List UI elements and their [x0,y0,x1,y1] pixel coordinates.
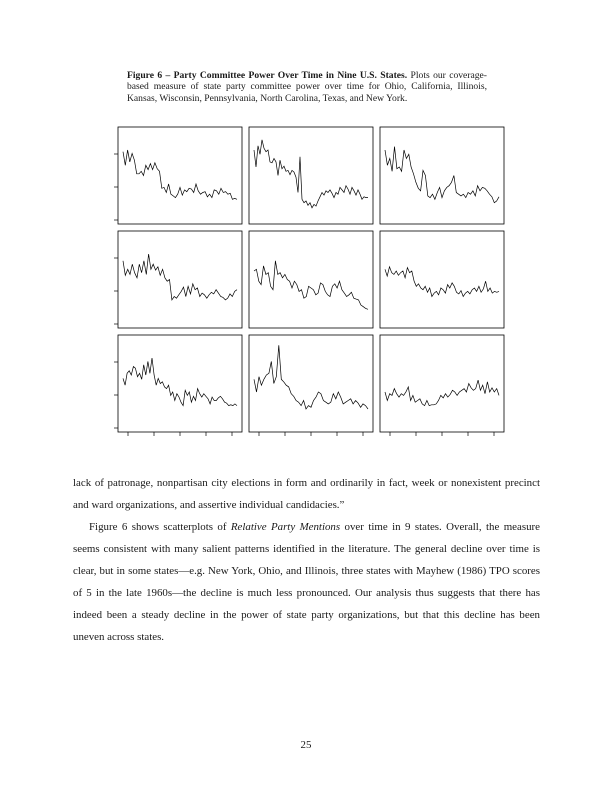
panel-frame [248,230,374,329]
emphasized-term: Relative Party Mentions [230,521,341,533]
series-line [384,265,500,298]
series-line [253,260,369,310]
panel-frame [117,126,243,225]
series-line [384,380,500,407]
page-number: 25 [300,739,312,751]
panel-frame [379,334,505,433]
figure-caption-title: Figure 6 – Party Committee Power Over Ti… [127,70,408,81]
panel-frame [248,334,374,433]
body-paragraph-2: Figure 6 shows scatterplots of Relative … [73,516,540,648]
panel-frame [379,230,505,329]
body-paragraph-2-rest: over time in 9 states. Overall, the meas… [73,521,540,643]
figure-caption-text: Plots our coverage-based measure of stat… [127,70,488,104]
panel-frame [248,126,374,225]
series-line [253,345,369,410]
series-line [253,139,368,209]
series-line [122,253,238,301]
figure-caption: Figure 6 – Party Committee Power Over Ti… [127,70,487,104]
panel-frame [117,230,243,329]
series-line [122,357,238,407]
body-paragraph-1: lack of patronage, nonpartisan city elec… [73,477,540,511]
panel-frame [117,334,243,433]
body-paragraph-2-start: Figure 6 shows scatterplots of [89,521,231,533]
series-line [384,146,500,204]
series-line [122,149,238,200]
figure-6-small-multiples [114,126,505,436]
panel-frame [379,126,505,225]
